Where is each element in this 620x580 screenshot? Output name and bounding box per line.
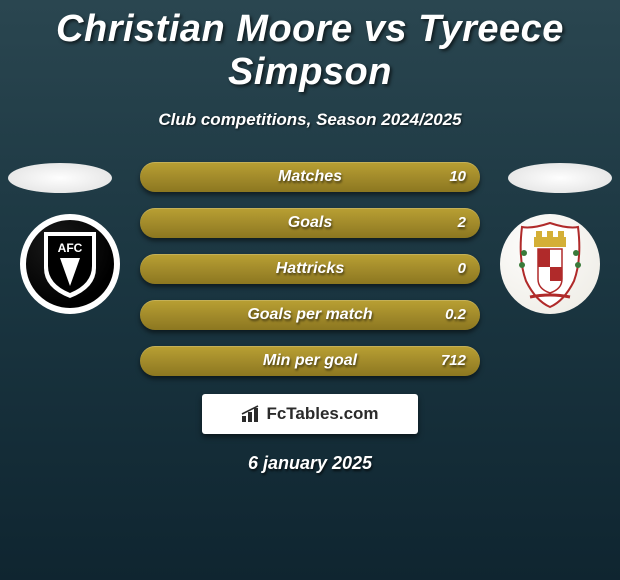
stevenage-crest-icon	[508, 219, 592, 309]
stat-value-right: 0.2	[445, 300, 466, 330]
stat-value-right: 0	[458, 254, 466, 284]
bars-icon	[241, 405, 263, 423]
fctables-label: FcTables.com	[266, 404, 378, 424]
stat-row-goals: Goals 2	[140, 208, 480, 238]
stat-label: Matches	[140, 162, 480, 192]
stat-row-min-per-goal: Min per goal 712	[140, 346, 480, 376]
stats-container: Matches 10 Goals 2 Hattricks 0 Goals per…	[140, 162, 480, 392]
stat-value-right: 712	[441, 346, 466, 376]
stat-label: Min per goal	[140, 346, 480, 376]
svg-text:AFC: AFC	[58, 241, 83, 255]
fctables-logo-text: FcTables.com	[241, 404, 378, 424]
stat-row-matches: Matches 10	[140, 162, 480, 192]
stat-row-goals-per-match: Goals per match 0.2	[140, 300, 480, 330]
player-photo-left	[8, 163, 112, 193]
stat-value-right: 10	[449, 162, 466, 192]
date-label: 6 january 2025	[0, 453, 620, 474]
comparison-figure: AFC Matches 10 Goals 2	[0, 148, 620, 488]
stat-label: Goals	[140, 208, 480, 238]
club-badge-right	[500, 214, 600, 314]
fctables-logo: FcTables.com	[202, 394, 418, 434]
stat-label: Goals per match	[140, 300, 480, 330]
page-title: Christian Moore vs Tyreece Simpson	[0, 0, 620, 94]
stat-value-right: 2	[458, 208, 466, 238]
player-photo-right	[508, 163, 612, 193]
club-badge-left: AFC	[20, 214, 120, 314]
stat-row-hattricks: Hattricks 0	[140, 254, 480, 284]
shield-afc-icon: AFC	[40, 228, 100, 300]
stat-label: Hattricks	[140, 254, 480, 284]
subtitle: Club competitions, Season 2024/2025	[0, 110, 620, 130]
